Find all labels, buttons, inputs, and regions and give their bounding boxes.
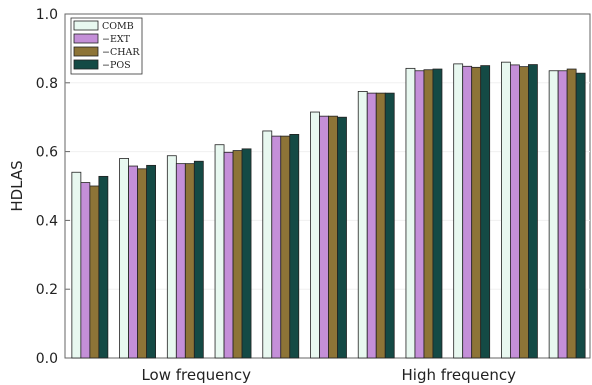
legend-label: −POS <box>102 60 131 71</box>
bar <box>310 111 320 359</box>
bar <box>566 68 577 359</box>
y-tick-label: 0.4 <box>36 213 58 229</box>
bar <box>366 92 377 359</box>
bar <box>575 72 586 359</box>
bar <box>357 91 368 359</box>
legend-swatch <box>73 59 99 70</box>
bar <box>375 92 386 359</box>
y-tick-label: 0.0 <box>36 351 58 367</box>
bar <box>337 116 347 359</box>
bar <box>328 115 338 359</box>
bars <box>71 61 586 359</box>
bar <box>423 69 434 359</box>
bar <box>471 66 482 359</box>
bar <box>137 168 147 359</box>
bar <box>384 92 395 359</box>
bar <box>232 150 243 359</box>
y-tick-label: 1.0 <box>36 7 58 23</box>
bar <box>128 165 138 359</box>
legend-label: −CHAR <box>102 47 140 58</box>
legend-label: COMB <box>102 21 134 32</box>
bar <box>89 185 100 359</box>
bar <box>462 65 473 359</box>
legend: COMB −EXT −CHAR −POS <box>70 17 143 75</box>
legend-swatch <box>73 20 99 31</box>
bar <box>405 67 416 359</box>
bar <box>453 63 464 359</box>
bar <box>289 133 300 359</box>
bar <box>271 135 282 359</box>
bar <box>432 68 443 359</box>
bar <box>119 158 129 359</box>
bar <box>519 66 529 359</box>
bar <box>319 115 329 359</box>
y-axis-title: HDLAS <box>8 160 26 211</box>
bar <box>193 160 204 359</box>
bar <box>480 65 491 359</box>
bar <box>557 70 568 359</box>
bar <box>71 171 82 359</box>
bar <box>262 130 273 359</box>
bar <box>98 175 109 359</box>
bar <box>146 164 156 359</box>
bar <box>548 70 559 359</box>
bar <box>528 64 538 359</box>
y-tick-label: 0.8 <box>36 76 58 92</box>
bar <box>510 64 520 359</box>
y-tick-label: 0.6 <box>36 145 58 161</box>
x-group-label: High frequency <box>402 366 517 384</box>
bar <box>175 163 186 359</box>
x-axis: Low frequency High frequency <box>141 366 516 384</box>
bar <box>501 61 511 359</box>
bar <box>214 144 225 359</box>
bar <box>414 70 425 359</box>
y-axis: 0.0 0.2 0.4 0.6 0.8 1.0 <box>36 7 70 367</box>
bar <box>80 182 91 359</box>
legend-swatch <box>73 46 99 57</box>
y-tick-label: 0.2 <box>36 282 58 298</box>
x-group-label: Low frequency <box>141 366 251 384</box>
bar <box>280 135 291 359</box>
legend-swatch <box>73 33 99 44</box>
bar <box>166 155 177 359</box>
legend-label: −EXT <box>102 34 131 45</box>
bar <box>241 148 252 359</box>
bar <box>184 163 195 359</box>
bar <box>223 151 234 359</box>
